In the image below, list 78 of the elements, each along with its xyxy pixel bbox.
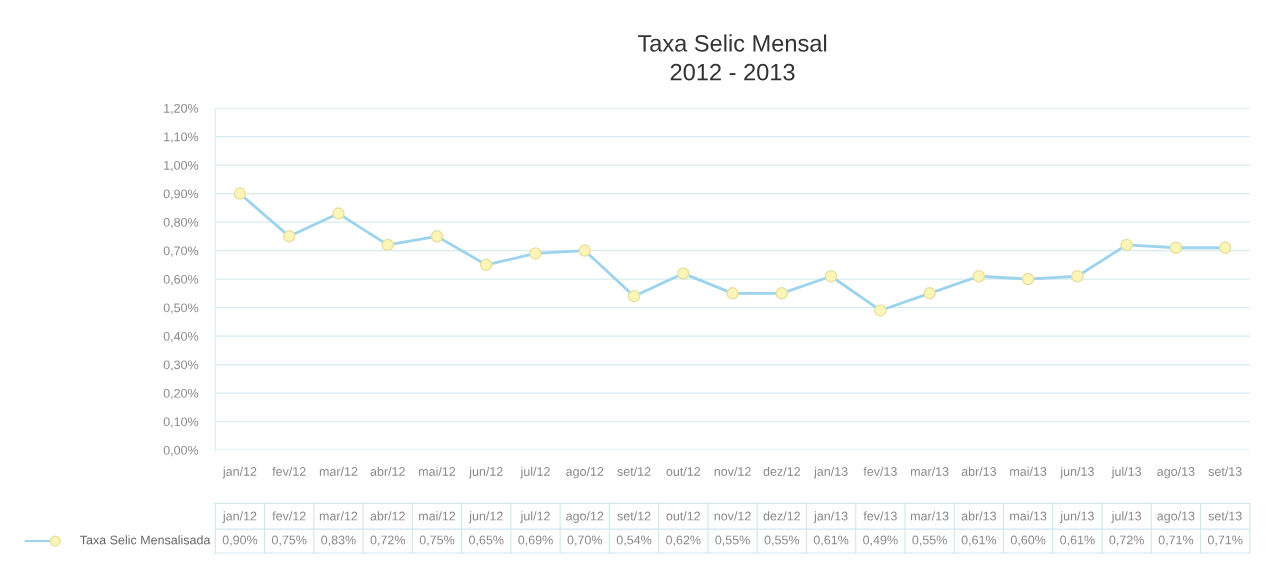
x-tick-label: mai/13 [1010, 466, 1047, 476]
x-tick-label: jul/13 [1111, 466, 1142, 479]
x-tick-label: ago/13 [1157, 466, 1195, 479]
y-tick-label: 0,40% [163, 331, 199, 343]
data-label: 0,69% [518, 535, 553, 546]
x-tick-label: out/12 [666, 466, 701, 476]
x-tick-label: fev/12 [272, 466, 306, 476]
category-label: fev/12 [272, 511, 306, 521]
x-tick-label: ago/12 [566, 466, 604, 479]
y-tick-label: 1,10% [164, 132, 199, 143]
data-label: 0,71% [1207, 535, 1243, 546]
data-label: 0,71% [1158, 535, 1194, 546]
data-label: 0,83% [321, 535, 356, 546]
y-tick-label: 0,50% [163, 303, 199, 314]
data-label: 0,61% [1060, 535, 1095, 546]
legend-label: Taxa Selic Mensalisada [80, 535, 211, 545]
category-label: dez/12 [763, 511, 800, 521]
data-label: 0,75% [419, 535, 455, 546]
data-label: 0,72% [370, 535, 405, 546]
category-label: jan/13 [813, 511, 848, 523]
category-label: mai/13 [1010, 511, 1047, 521]
category-label: fev/13 [863, 511, 897, 521]
category-label: mar/13 [910, 511, 949, 521]
data-label: 0,90% [222, 535, 258, 546]
category-label: mar/12 [319, 511, 358, 521]
x-tick-label: jun/12 [468, 466, 503, 479]
data-label: 0,62% [666, 535, 701, 546]
y-tick-label: 0,90% [163, 189, 199, 200]
x-tick-label: jun/13 [1060, 466, 1094, 479]
x-tick-label: abr/13 [961, 466, 997, 476]
data-label: 0,55% [764, 535, 800, 546]
data-label: 0,65% [469, 535, 504, 546]
y-tick-label: 1,20% [164, 103, 199, 115]
category-label: abr/13 [961, 511, 997, 521]
x-tick-label: set/12 [617, 466, 651, 476]
x-tick-label: fev/13 [863, 466, 897, 476]
data-label: 0,61% [813, 535, 849, 546]
data-label: 0,72% [1109, 535, 1144, 546]
category-label: jul/13 [1111, 511, 1142, 523]
data-label: 0,60% [1010, 535, 1046, 546]
x-tick-label: jul/12 [520, 466, 550, 479]
y-tick-label: 0,10% [163, 417, 199, 428]
x-tick-label: jan/12 [222, 466, 257, 479]
x-tick-label: mar/12 [319, 466, 358, 476]
y-tick-label: 0,00% [163, 445, 199, 457]
category-label: abr/12 [370, 511, 405, 521]
category-label: mai/12 [419, 511, 456, 521]
category-label: jan/12 [222, 511, 257, 523]
data-label: 0,49% [863, 535, 898, 546]
x-tick-label: nov/12 [714, 466, 751, 476]
y-tick-label: 0,80% [163, 217, 199, 229]
data-label: 0,70% [567, 535, 603, 546]
x-tick-label: mai/12 [419, 466, 456, 476]
category-label: jul/12 [520, 511, 550, 523]
category-label: ago/13 [1157, 511, 1195, 523]
x-tick-label: jan/13 [813, 466, 848, 479]
category-label: nov/12 [714, 511, 751, 521]
category-label: set/13 [1208, 511, 1242, 521]
data-label: 0,61% [961, 535, 997, 546]
chart-title: Taxa Selic Mensal 2012 - 2013 [637, 34, 827, 81]
x-tick-label: set/13 [1208, 466, 1242, 476]
category-label: out/12 [666, 511, 701, 521]
y-tick-label: 1,00% [164, 160, 199, 172]
y-tick-label: 0,60% [163, 274, 199, 286]
x-tick-label: mar/13 [910, 466, 949, 476]
category-label: set/12 [617, 511, 651, 521]
data-label: 0,55% [715, 535, 750, 546]
data-label: 0,75% [271, 535, 307, 546]
category-label: jun/13 [1060, 511, 1094, 523]
y-tick-label: 0,70% [163, 246, 199, 257]
data-label: 0,55% [912, 535, 947, 546]
y-tick-label: 0,20% [163, 388, 199, 400]
x-tick-label: abr/12 [370, 466, 405, 476]
category-label: ago/12 [566, 511, 604, 523]
category-label: jun/12 [468, 511, 503, 523]
data-label: 0,54% [616, 535, 652, 546]
y-tick-label: 0,30% [163, 360, 199, 371]
x-tick-label: dez/12 [763, 466, 800, 476]
